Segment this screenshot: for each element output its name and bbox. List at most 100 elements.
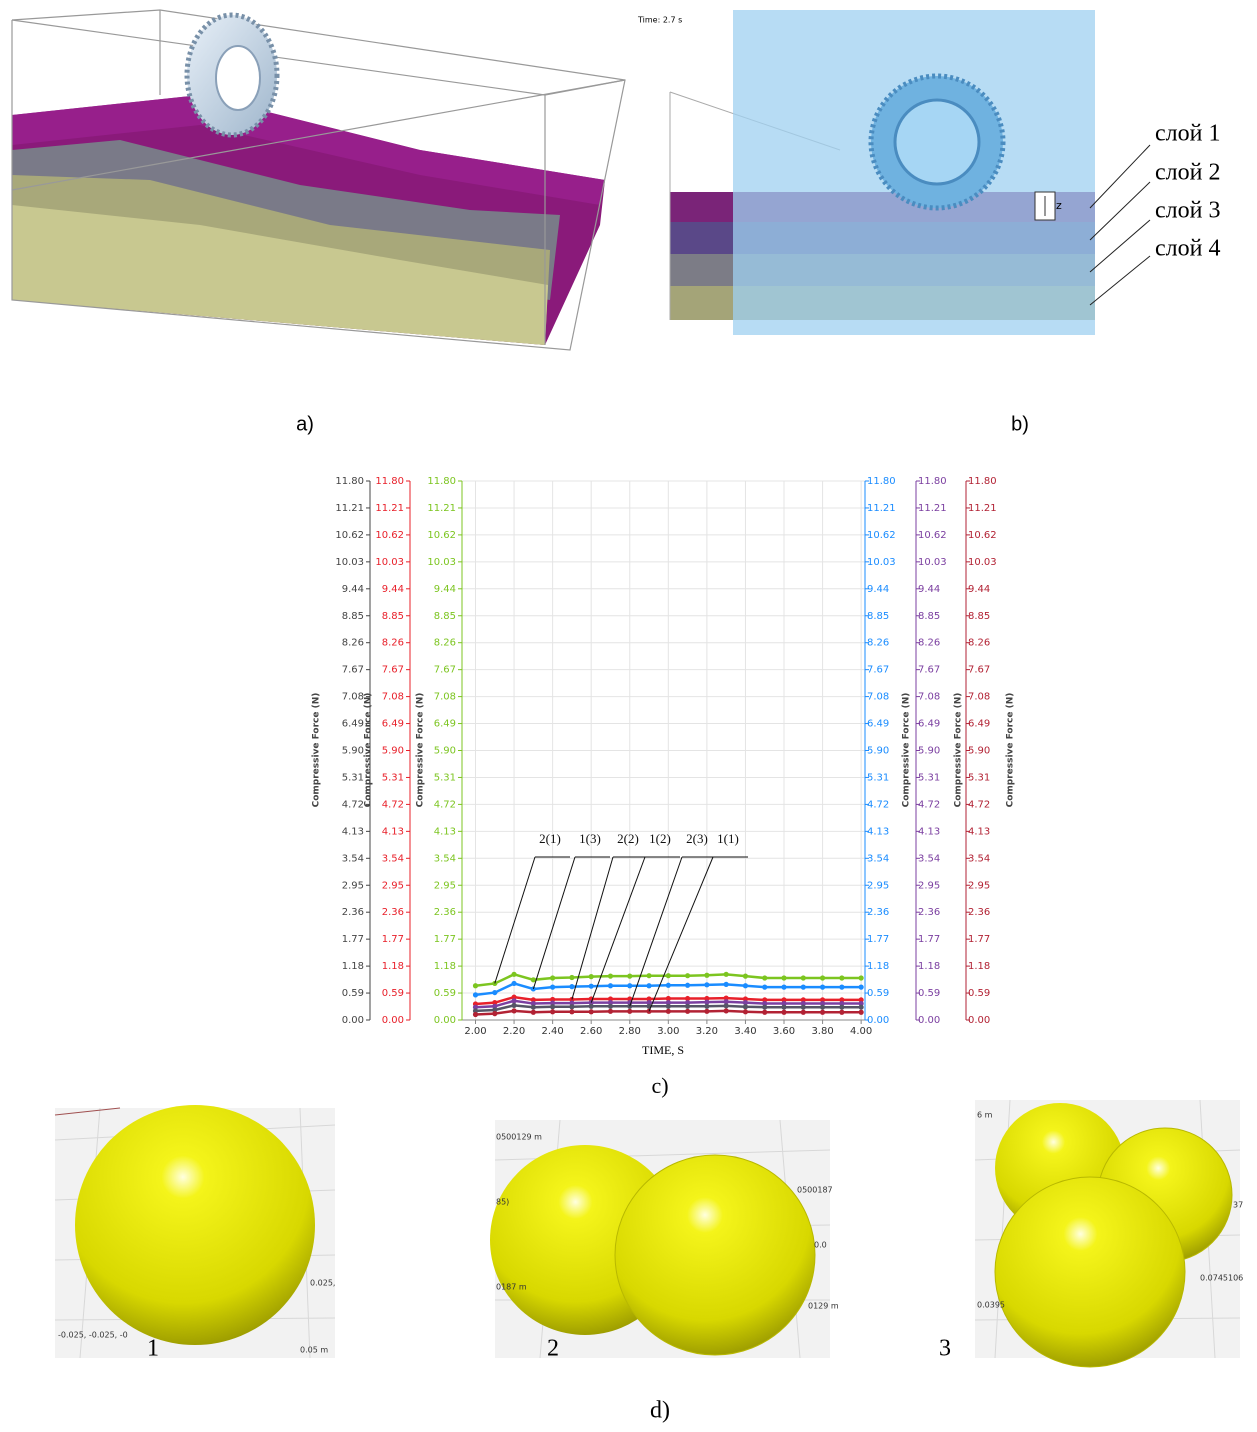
sphere [995, 1177, 1185, 1367]
y-tick-label: 2.36 [918, 907, 940, 918]
point [704, 982, 709, 987]
y-tick-label: 2.36 [342, 907, 364, 918]
y-axis-title: Compressive Force (N) [416, 693, 426, 808]
y-tick-label: 7.67 [968, 665, 990, 676]
y-tick-label: 0.59 [342, 988, 364, 999]
y-tick-label: 1.18 [382, 961, 404, 972]
point [685, 983, 690, 988]
point [685, 1009, 690, 1014]
point [839, 1005, 844, 1010]
point [550, 975, 555, 980]
y-tick-label: 8.26 [918, 638, 940, 649]
point [492, 1011, 497, 1016]
layer-label: слой 4 [1155, 236, 1220, 262]
layer-label: слой 3 [1155, 198, 1220, 224]
y-tick-label: 7.08 [342, 692, 364, 703]
y-tick-label: 11.21 [375, 503, 404, 514]
y-tick-label: 10.62 [867, 530, 896, 541]
point [801, 985, 806, 990]
series-label: 2(3) [686, 831, 708, 846]
y-tick-label: 3.54 [968, 853, 990, 864]
point [820, 1005, 825, 1010]
panel-d: 0.025, -0.025, -0.025, -0 0.05 m 0500129… [55, 1100, 1243, 1424]
y-tick-label: 6.49 [867, 719, 889, 730]
point [511, 1003, 516, 1008]
image-label: 2 [547, 1336, 559, 1362]
panel-label: c) [651, 1073, 668, 1098]
x-tick-label: 2.60 [580, 1026, 602, 1037]
y-tick-label: 9.44 [867, 584, 889, 595]
y-tick-label: 11.21 [867, 503, 896, 514]
x-tick-label: 3.60 [773, 1026, 795, 1037]
y-tick-label: 8.85 [918, 611, 940, 622]
y-tick-label: 5.31 [434, 772, 456, 783]
y-tick-label: 6.49 [382, 719, 404, 730]
y-tick-label: 11.80 [867, 476, 896, 487]
point [743, 1004, 748, 1009]
y-tick-label: 1.77 [918, 934, 940, 945]
y-tick-label: 11.80 [375, 476, 404, 487]
panel-a: a) [12, 10, 625, 435]
point [666, 1009, 671, 1014]
y-tick-label: 3.54 [342, 853, 364, 864]
y-tick-label: 2.36 [434, 907, 456, 918]
panel-label: d) [650, 1398, 670, 1424]
sphere [615, 1155, 815, 1355]
coord: 0500129 m [496, 1133, 542, 1142]
point [531, 1005, 536, 1010]
y-tick-label: 11.21 [335, 503, 364, 514]
y-tick-label: 1.18 [968, 961, 990, 972]
x-tick-label: 3.20 [696, 1026, 718, 1037]
y-tick-label: 0.59 [867, 988, 889, 999]
point [781, 1010, 786, 1015]
y-tick-label: 7.08 [382, 692, 404, 703]
y-tick-label: 9.44 [382, 584, 404, 595]
y-tick-label: 6.49 [968, 719, 990, 730]
figure: a) Time: 2.7 s z слой 1 слой 2 слой 3 сл… [0, 0, 1257, 1428]
y-tick-label: 1.77 [867, 934, 889, 945]
layer-label: слой 1 [1155, 121, 1220, 147]
y-tick-label: 10.62 [335, 530, 364, 541]
y-tick-label: 2.95 [382, 880, 404, 891]
point [801, 1010, 806, 1015]
y-tick-label: 6.49 [918, 719, 940, 730]
leader [1090, 256, 1150, 305]
y-tick-label: 4.72 [918, 799, 940, 810]
y-tick-label: 4.72 [342, 799, 364, 810]
y-tick-label: 1.77 [342, 934, 364, 945]
y-tick-label: 4.72 [867, 799, 889, 810]
y-tick-label: 3.54 [434, 853, 456, 864]
y-tick-label: 0.00 [918, 1015, 940, 1026]
point [608, 1004, 613, 1009]
y-tick-label: 8.26 [382, 638, 404, 649]
y-axis-title: Compressive Force (N) [1006, 693, 1016, 808]
y-tick-label: 2.95 [918, 880, 940, 891]
y-tick-label: 2.36 [867, 907, 889, 918]
point [550, 1009, 555, 1014]
point [801, 1005, 806, 1010]
coord: 0129 m [808, 1302, 839, 1311]
y-tick-label: 3.54 [918, 853, 940, 864]
y-tick-label: 1.18 [867, 961, 889, 972]
y-axis-title: Compressive Force (N) [954, 693, 964, 808]
y-tick-label: 6.49 [342, 719, 364, 730]
y-tick-label: 4.72 [968, 799, 990, 810]
series-label: 2(2) [617, 831, 639, 846]
y-tick-label: 0.00 [867, 1015, 889, 1026]
sphere [75, 1105, 315, 1345]
y-tick-label: 10.03 [867, 557, 896, 568]
coord: 0.0 [814, 1241, 827, 1250]
point [859, 975, 864, 980]
point [569, 1009, 574, 1014]
y-axis-title: Compressive Force (N) [364, 693, 374, 808]
y-tick-label: 8.85 [968, 611, 990, 622]
y-tick-label: 7.08 [867, 692, 889, 703]
point [762, 975, 767, 980]
y-tick-label: 0.59 [434, 988, 456, 999]
point [724, 982, 729, 987]
y-tick-label: 5.31 [918, 772, 940, 783]
y-tick-label: 4.13 [382, 826, 404, 837]
point [550, 985, 555, 990]
point [839, 975, 844, 980]
y-tick-label: 1.77 [434, 934, 456, 945]
